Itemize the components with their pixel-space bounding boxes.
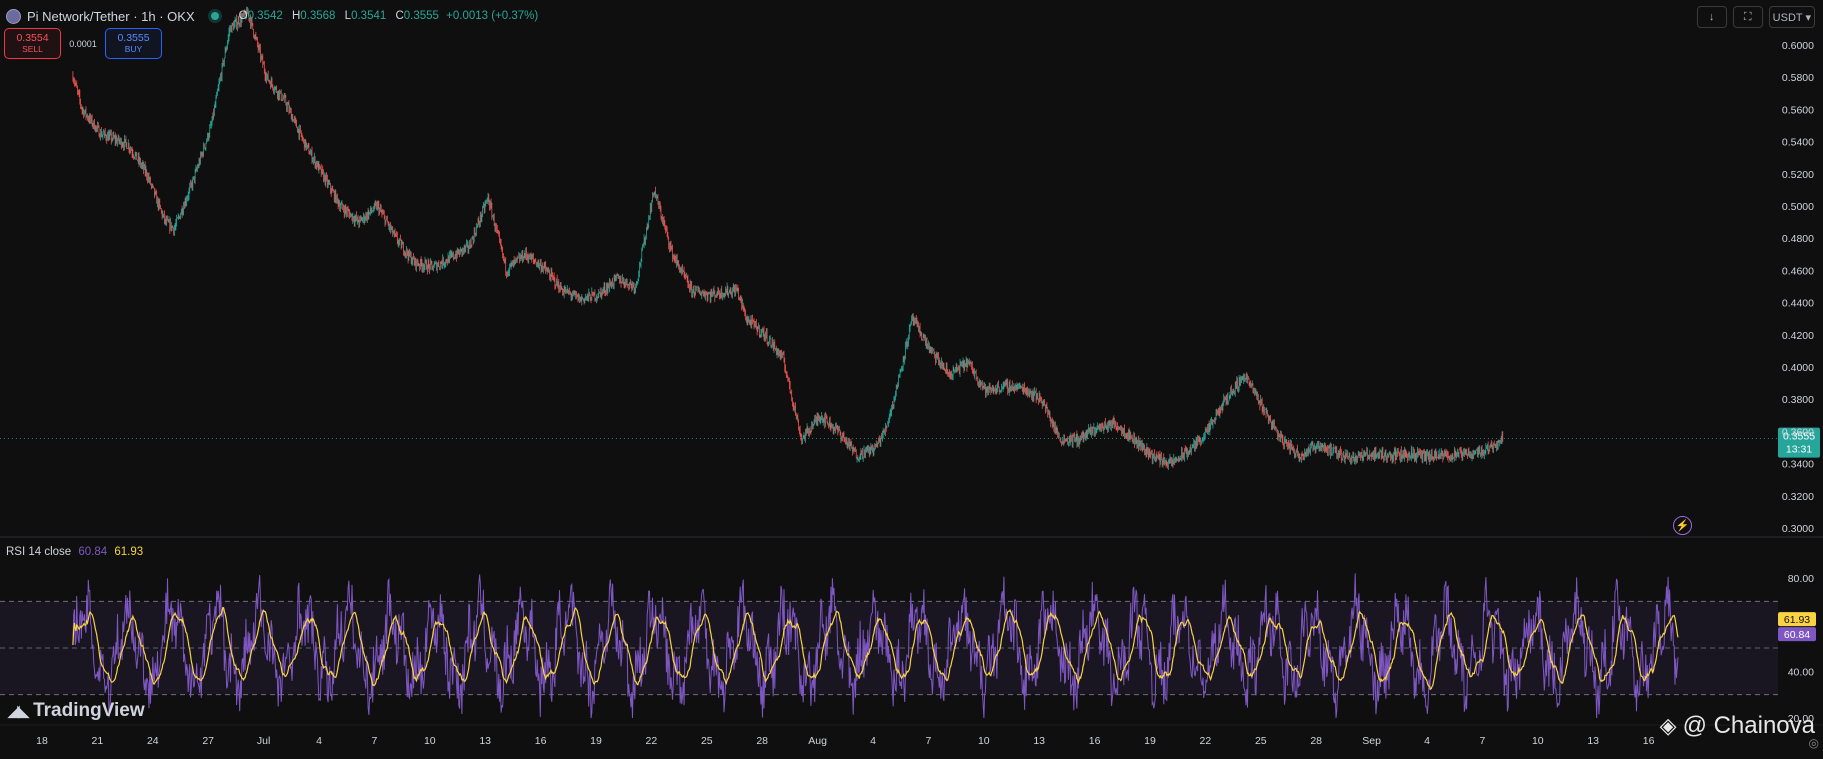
sell-price: 0.3554 <box>16 31 49 44</box>
rsi-tag-label: 60.84 <box>1784 629 1810 641</box>
rsi-ma-tag-label: 61.93 <box>1784 614 1810 626</box>
day-tick-label: 10 <box>978 735 990 747</box>
sell-label: SELL <box>22 43 43 54</box>
rsi-tick-label: 80.00 <box>1788 573 1814 585</box>
open-value: 0.3542 <box>247 10 283 22</box>
tradingview-logo-icon: ◢◣ <box>8 703 29 720</box>
rsi-line <box>72 573 1679 719</box>
ohlc-values: O0.3542 H0.3568 L0.3541 C0.3555 +0.0013 … <box>238 10 539 22</box>
download-icon[interactable]: ↓ <box>1696 6 1727 28</box>
rsi-value: 60.84 <box>78 546 108 558</box>
rsi-tick-label: 40.00 <box>1788 666 1814 678</box>
day-tick-label: 10 <box>1532 735 1544 747</box>
day-tick-label: 7 <box>1479 735 1485 747</box>
rsi-ma-value: 61.93 <box>114 546 144 558</box>
low-value: 0.3541 <box>351 10 387 22</box>
buy-button[interactable]: 0.3555 BUY <box>105 28 162 59</box>
spread-value: 0.0001 <box>69 38 97 49</box>
day-tick-label: 22 <box>1200 735 1212 747</box>
day-tick-label: 7 <box>925 735 931 747</box>
day-tick-label: 16 <box>1089 735 1101 747</box>
price-tick-label: 0.3600 <box>1782 426 1814 438</box>
price-tick-label: 0.3000 <box>1782 523 1814 535</box>
chart-controls: ↓ ⛶ USDT ▾ <box>1696 6 1815 28</box>
day-tick-label: 28 <box>1310 735 1322 747</box>
day-tick-label: 22 <box>646 735 658 747</box>
high-value: 0.3568 <box>300 10 336 22</box>
pi-coin-icon <box>6 8 21 24</box>
day-tick-label: 18 <box>36 735 48 747</box>
rsi-title: RSI 14 close <box>6 546 72 558</box>
price-tick-label: 0.4200 <box>1782 330 1814 342</box>
rsi-ma-tag <box>1778 612 1816 627</box>
currency-select[interactable]: USDT ▾ <box>1768 6 1815 28</box>
price-tick-label: 0.5200 <box>1782 169 1814 181</box>
tradingview-logo[interactable]: ◢◣ TradingView <box>8 700 145 722</box>
symbol-title[interactable]: Pi Network/Tether · 1h · OKX <box>27 8 195 24</box>
day-tick-label: 21 <box>92 735 104 747</box>
rsi-legend[interactable]: RSI 14 close 60.84 61.93 <box>6 546 143 558</box>
settings-icon[interactable]: ◎ <box>1808 736 1819 750</box>
close-value: 0.3555 <box>403 10 439 22</box>
lightning-icon[interactable]: ⚡ <box>1673 516 1692 535</box>
buy-label: BUY <box>124 43 143 54</box>
rsi-ma-line <box>72 606 1679 691</box>
day-tick-label: 25 <box>1255 735 1267 747</box>
day-tick-label: 27 <box>202 735 214 747</box>
sell-button[interactable]: 0.3554 SELL <box>4 28 61 59</box>
candles-group <box>72 6 1504 470</box>
price-tick-label: 0.5600 <box>1782 104 1814 116</box>
day-tick-label: 13 <box>479 735 491 747</box>
day-tick-label: 16 <box>535 735 547 747</box>
buy-price: 0.3555 <box>117 31 150 44</box>
price-tick-label: 0.3800 <box>1782 394 1814 406</box>
symbol-header: Pi Network/Tether · 1h · OKX O0.3542 H0.… <box>6 6 538 26</box>
tradingview-text: TradingView <box>33 700 145 721</box>
day-tick-label: 16 <box>1643 735 1655 747</box>
month-tick-label: Jul <box>257 735 270 747</box>
market-open-icon <box>210 12 219 20</box>
day-tick-label: 10 <box>424 735 436 747</box>
day-tick-label: 24 <box>147 735 159 747</box>
price-tick-label: 0.4800 <box>1782 233 1814 245</box>
binance-square-icon: ◈ <box>1659 713 1677 738</box>
price-tick-label: 0.4000 <box>1782 362 1814 374</box>
last-price-tag <box>1778 427 1820 458</box>
month-tick-label: Aug <box>808 735 827 747</box>
watermark-text: @ Chainova <box>1682 712 1815 739</box>
day-tick-label: 13 <box>1033 735 1045 747</box>
price-tick-label: 0.4600 <box>1782 265 1814 277</box>
last-price-label: 0.3555 <box>1783 431 1815 443</box>
day-tick-label: 4 <box>1424 735 1430 747</box>
price-tick-label: 0.5400 <box>1782 137 1814 149</box>
price-tick-label: 0.6000 <box>1782 40 1814 52</box>
month-tick-label: Sep <box>1362 735 1381 747</box>
chainova-watermark: ◈ @ Chainova <box>1660 712 1815 740</box>
rsi-tick-label: 20.00 <box>1788 713 1814 725</box>
rsi-tag <box>1778 627 1816 642</box>
day-tick-label: 7 <box>371 735 377 747</box>
price-tick-label: 0.3400 <box>1782 459 1814 471</box>
trade-panel: 0.3554 SELL 0.0001 0.3555 BUY <box>4 28 162 59</box>
day-tick-label: 19 <box>590 735 602 747</box>
price-tick-label: 0.5800 <box>1782 72 1814 84</box>
day-tick-label: 28 <box>756 735 768 747</box>
countdown-label: 13:31 <box>1786 444 1812 456</box>
day-tick-label: 13 <box>1587 735 1599 747</box>
day-tick-label: 4 <box>316 735 322 747</box>
price-tick-label: 0.4400 <box>1782 298 1814 310</box>
day-tick-label: 4 <box>870 735 876 747</box>
fullscreen-icon[interactable]: ⛶ <box>1732 6 1763 28</box>
change-value: +0.0013 (+0.37%) <box>446 10 539 22</box>
price-tick-label: 0.3200 <box>1782 491 1814 503</box>
price-tick-label: 0.5000 <box>1782 201 1814 213</box>
day-tick-label: 19 <box>1144 735 1156 747</box>
day-tick-label: 25 <box>701 735 713 747</box>
